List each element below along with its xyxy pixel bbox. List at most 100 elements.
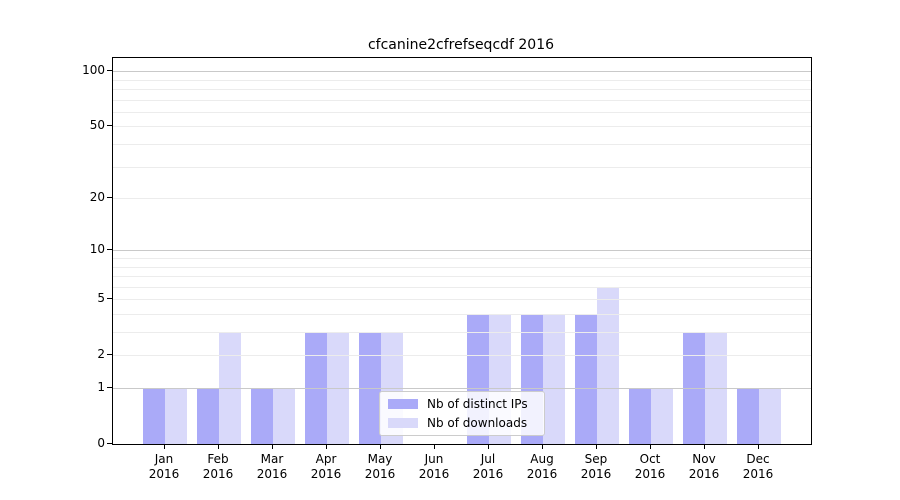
bar-dec-distinct-ips	[737, 388, 759, 444]
x-tick-label-month: Feb	[207, 452, 229, 466]
y-tick-label-2: 2	[97, 347, 105, 362]
legend-entry-downloads: Nb of downloads	[380, 416, 544, 430]
x-tick-feb	[218, 444, 219, 449]
bar-oct-downloads	[651, 388, 673, 444]
x-tick-label-year: 2016	[688, 467, 720, 481]
gridline-1	[113, 388, 811, 389]
x-tick-label-month: Sep	[584, 452, 608, 466]
x-tick-label-month: Jun	[424, 452, 444, 466]
x-tick-label-month: May	[367, 452, 393, 466]
x-tick-label-year: 2016	[202, 467, 234, 481]
x-tick-label-apr: Apr 2016	[311, 452, 342, 482]
x-tick-label-year: 2016	[148, 467, 180, 481]
gridline-8	[113, 266, 811, 268]
x-tick-label-may: May 2016	[365, 452, 396, 482]
x-tick-label-month: Jul	[480, 452, 496, 466]
x-tick-label-feb: Feb 2016	[203, 452, 234, 482]
gridline-30	[113, 166, 811, 168]
x-tick-label-oct: Oct 2016	[635, 452, 666, 482]
x-tick-dec	[758, 444, 759, 449]
y-tick-label-0: 0	[97, 436, 105, 450]
x-tick-jan	[164, 444, 165, 449]
x-tick-label-month: Dec	[746, 452, 770, 466]
x-tick-jul	[488, 444, 489, 449]
y-tick-0	[107, 443, 112, 444]
bar-jan-distinct-ips	[143, 388, 165, 444]
x-tick-label-sep: Sep 2016	[581, 452, 612, 482]
x-tick-jun	[434, 444, 435, 449]
gridline-6	[113, 286, 811, 288]
x-tick-label-year: 2016	[256, 467, 288, 481]
gridline-50	[113, 126, 811, 128]
x-tick-label-aug: Aug 2016	[527, 452, 558, 482]
gridline-60	[113, 111, 811, 113]
y-tick-50	[107, 125, 112, 127]
x-tick-label-year: 2016	[310, 467, 342, 481]
y-tick-5	[107, 298, 112, 300]
x-tick-label-year: 2016	[580, 467, 612, 481]
x-tick-label-year: 2016	[742, 467, 774, 481]
y-tick-label-100: 100	[82, 63, 105, 78]
x-tick-label-year: 2016	[634, 467, 666, 481]
x-tick-aug	[542, 444, 543, 449]
y-tick-1	[107, 387, 112, 388]
bar-oct-distinct-ips	[629, 388, 651, 444]
legend-label-distinct-ips: Nb of distinct IPs	[427, 397, 528, 411]
bar-sep-downloads	[597, 286, 619, 444]
x-tick-label-jul: Jul 2016	[473, 452, 504, 482]
legend: Nb of distinct IPs Nb of downloads	[379, 391, 545, 436]
x-tick-label-month: Jan	[154, 452, 174, 466]
bar-mar-distinct-ips	[251, 388, 273, 444]
bar-sep-distinct-ips	[575, 314, 597, 444]
x-tick-oct	[650, 444, 651, 449]
gridline-7	[113, 276, 811, 278]
bar-feb-distinct-ips	[197, 388, 219, 444]
x-tick-label-month: Nov	[692, 452, 716, 466]
gridline-2	[113, 355, 811, 357]
legend-swatch-distinct-ips	[388, 399, 418, 409]
y-tick-20	[107, 197, 112, 199]
gridline-70	[113, 99, 811, 101]
x-tick-label-year: 2016	[364, 467, 396, 481]
x-tick-label-nov: Nov 2016	[689, 452, 720, 482]
y-tick-100	[107, 70, 112, 72]
x-tick-sep	[596, 444, 597, 449]
y-tick-label-20: 20	[89, 190, 105, 205]
x-tick-label-year: 2016	[418, 467, 450, 481]
chart-title: cfcanine2cfrefseqcdf 2016	[367, 37, 555, 53]
bar-dec-downloads	[759, 388, 781, 444]
gridline-80	[113, 89, 811, 91]
gridline-20	[113, 198, 811, 200]
x-tick-nov	[704, 444, 705, 449]
x-tick-label-jan: Jan 2016	[149, 452, 180, 482]
gridline-5	[113, 299, 811, 301]
gridline-100	[113, 71, 811, 73]
x-tick-mar	[272, 444, 273, 449]
x-tick-label-year: 2016	[526, 467, 558, 481]
gridline-4	[113, 313, 811, 315]
y-tick-label-10: 10	[89, 242, 105, 257]
y-tick-label-1: 1	[97, 380, 105, 394]
legend-swatch-downloads	[388, 418, 418, 428]
x-tick-label-dec: Dec 2016	[743, 452, 774, 482]
y-tick-2	[107, 354, 112, 356]
x-tick-label-jun: Jun 2016	[419, 452, 450, 482]
bar-jan-downloads	[165, 388, 187, 444]
gridline-90	[113, 79, 811, 81]
y-tick-label-5: 5	[97, 291, 105, 306]
gridline-3	[113, 332, 811, 334]
gridline-10	[113, 250, 811, 252]
x-tick-label-mar: Mar 2016	[257, 452, 288, 482]
x-tick-label-month: Apr	[315, 452, 337, 466]
x-tick-label-year: 2016	[472, 467, 504, 481]
x-tick-label-month: Mar	[260, 452, 284, 466]
legend-entry-distinct-ips: Nb of distinct IPs	[380, 397, 544, 411]
y-tick-10	[107, 249, 112, 251]
legend-label-downloads: Nb of downloads	[427, 416, 528, 430]
bar-mar-downloads	[273, 388, 295, 444]
plot-area	[112, 57, 812, 445]
y-tick-label-50: 50	[89, 118, 105, 133]
x-tick-label-month: Aug	[530, 452, 554, 466]
bar-aug-downloads	[543, 314, 565, 444]
